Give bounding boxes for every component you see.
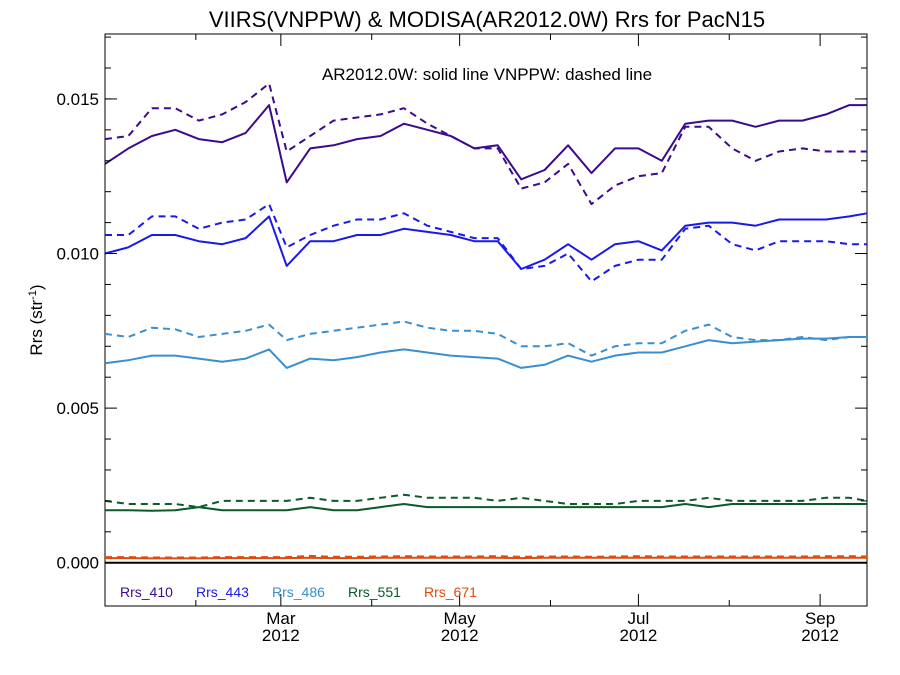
y-axis-label: Rrs (str-1) [27,284,46,355]
series-line-rrs_671-solid [105,556,867,560]
legend-item-rrs_551: Rrs_551 [348,584,401,600]
x-tick-label-year: 2012 [801,626,839,645]
plot-frame [104,33,868,607]
y-tick-label: 0.005 [56,399,99,418]
plot-area [104,82,868,564]
legend-item-rrs_443: Rrs_443 [196,584,249,600]
x-tick-label-month: Jul [628,609,650,628]
y-axis-label-main: Rrs (str [27,300,46,356]
y-tick-label: 0.010 [56,245,99,264]
series-line-rrs_551-solid [105,503,867,512]
x-tick-label-year: 2012 [441,626,479,645]
series-line-rrs_443-dashed [105,203,867,283]
legend-item-rrs_410: Rrs_410 [120,584,173,600]
x-tick-label-month: May [444,609,477,628]
x-tick-label-year: 2012 [619,626,657,645]
y-tick-label: 0.015 [56,90,99,109]
axes: 0.0000.0050.0100.015Mar2012May2012Jul201… [56,34,867,645]
x-tick-label-year: 2012 [262,626,300,645]
legend-item-rrs_486: Rrs_486 [272,584,325,600]
y-axis-label-close: ) [27,284,46,290]
legend-item-rrs_671: Rrs_671 [424,584,477,600]
series-line-rrs_443-solid [104,212,868,270]
x-tick-label-month: Sep [805,609,835,628]
series-line-rrs_671-dashed [105,554,868,559]
series-line-rrs_410-dashed [104,82,867,206]
line-style-annotation: AR2012.0W: solid line VNPPW: dashed line [322,65,652,84]
series-line-rrs_486-solid [104,336,867,369]
x-tick-label-month: Mar [266,609,296,628]
series-line-rrs_486-dashed [104,320,867,357]
series-line-rrs_551-dashed [104,493,868,509]
chart-title: VIIRS(VNPPW) & MODISA(AR2012.0W) Rrs for… [209,7,765,32]
y-tick-label: 0.000 [56,554,99,573]
legend: Rrs_410 Rrs_443 Rrs_486 Rrs_551 Rrs_671 [120,584,477,600]
y-axis-label-superscript: -1 [27,290,39,300]
series-line-rrs_410-solid [104,104,867,184]
